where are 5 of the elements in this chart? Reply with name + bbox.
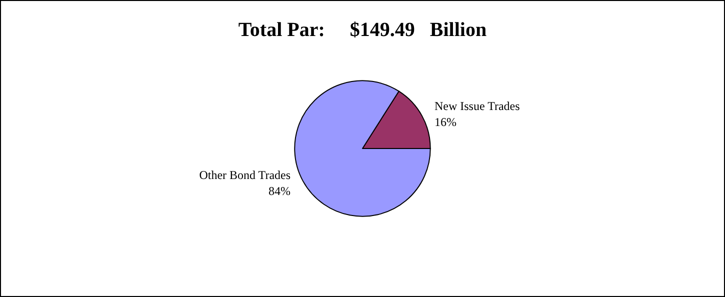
data-label: 16%: [434, 114, 456, 129]
data-label: 84%: [268, 184, 291, 198]
chart-title: Total Par: $149.49 Billion: [238, 19, 487, 41]
slice-label: Other Bond Trades: [199, 168, 291, 182]
slice-label: New Issue Trades: [434, 98, 520, 113]
